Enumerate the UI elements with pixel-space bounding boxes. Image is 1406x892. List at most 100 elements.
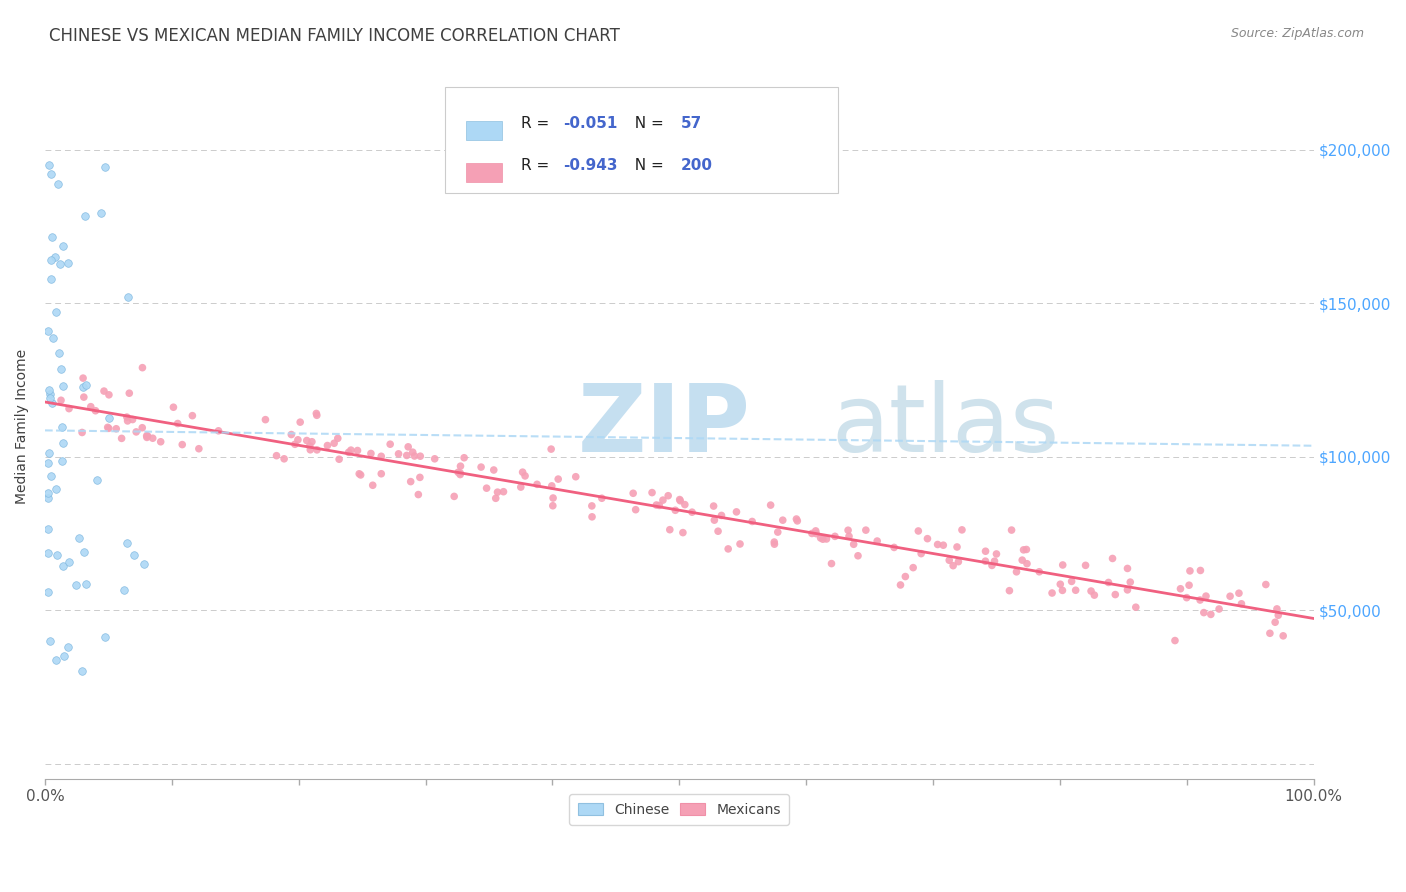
Point (540, 479, 562, 493)
Point (58, 401, 80, 416)
Point (370, 450, 392, 464)
Point (998, 583, 1021, 598)
Point (1230, 597, 1253, 611)
Point (408, 487, 430, 501)
Point (328, 452, 350, 467)
Point (581, 499, 603, 513)
Point (492, 484, 515, 499)
Point (703, 513, 725, 527)
Point (846, 549, 869, 563)
Point (1258, 626, 1281, 640)
Point (1116, 561, 1139, 575)
Point (37, 456, 59, 470)
Point (49, 362, 72, 376)
Point (673, 498, 696, 512)
Point (901, 560, 924, 574)
Text: -0.943: -0.943 (562, 158, 617, 173)
Point (266, 449, 288, 463)
Point (1178, 564, 1201, 578)
Point (49, 257, 72, 271)
Point (346, 443, 368, 458)
Point (1119, 575, 1142, 590)
Point (39, 253, 62, 268)
Point (370, 467, 392, 481)
Point (94, 160, 117, 174)
Point (1011, 553, 1033, 567)
Point (1267, 608, 1289, 623)
Point (41, 230, 63, 244)
Point (110, 431, 132, 445)
Point (316, 438, 339, 452)
Point (1199, 607, 1222, 622)
Point (983, 554, 1005, 568)
Point (447, 465, 470, 479)
Point (1170, 582, 1192, 596)
Point (883, 541, 905, 555)
Point (772, 513, 794, 527)
Point (387, 447, 409, 461)
Point (710, 508, 733, 523)
Point (75, 209, 97, 223)
Point (350, 467, 373, 482)
Point (1254, 577, 1277, 591)
Point (541, 499, 564, 513)
Point (1175, 591, 1198, 605)
Point (284, 437, 307, 451)
Point (45, 653, 67, 667)
Point (299, 442, 322, 457)
Point (135, 429, 157, 443)
Point (526, 477, 548, 491)
Point (42, 331, 65, 345)
Point (37, 523, 59, 537)
Text: N =: N = (624, 116, 668, 130)
Legend: Chinese, Mexicans: Chinese, Mexicans (569, 794, 789, 825)
Point (453, 450, 475, 465)
Point (53, 649, 76, 664)
Point (741, 515, 763, 529)
Point (51, 420, 73, 434)
Point (1195, 589, 1218, 603)
Point (664, 503, 686, 517)
Point (948, 555, 970, 569)
Point (950, 523, 973, 537)
Point (707, 524, 730, 539)
Point (112, 582, 135, 597)
Point (337, 445, 360, 459)
Point (38, 446, 60, 460)
Bar (467, 120, 502, 140)
Point (44, 250, 66, 264)
Point (785, 512, 807, 526)
Point (52, 238, 75, 252)
Point (46, 548, 69, 562)
Point (70, 665, 93, 679)
Point (800, 526, 823, 541)
Point (1101, 551, 1123, 566)
Point (1116, 582, 1139, 597)
Point (125, 425, 148, 439)
Point (974, 554, 997, 568)
Point (396, 440, 419, 454)
Point (932, 538, 955, 552)
Point (409, 470, 432, 484)
Point (399, 475, 422, 489)
Point (668, 492, 690, 507)
Point (254, 412, 277, 426)
Point (72, 544, 94, 558)
Point (52, 379, 75, 393)
Point (540, 442, 562, 456)
Bar (467, 163, 502, 182)
Point (838, 529, 860, 543)
Point (681, 505, 703, 519)
Point (907, 524, 929, 538)
Point (815, 532, 838, 546)
Point (280, 427, 302, 442)
Point (1000, 523, 1022, 537)
Point (45, 482, 67, 496)
Point (37, 546, 59, 560)
Point (70, 425, 93, 440)
Point (181, 409, 204, 423)
Point (404, 449, 426, 463)
Point (725, 505, 748, 519)
Point (117, 290, 139, 304)
Text: 200: 200 (681, 158, 713, 173)
